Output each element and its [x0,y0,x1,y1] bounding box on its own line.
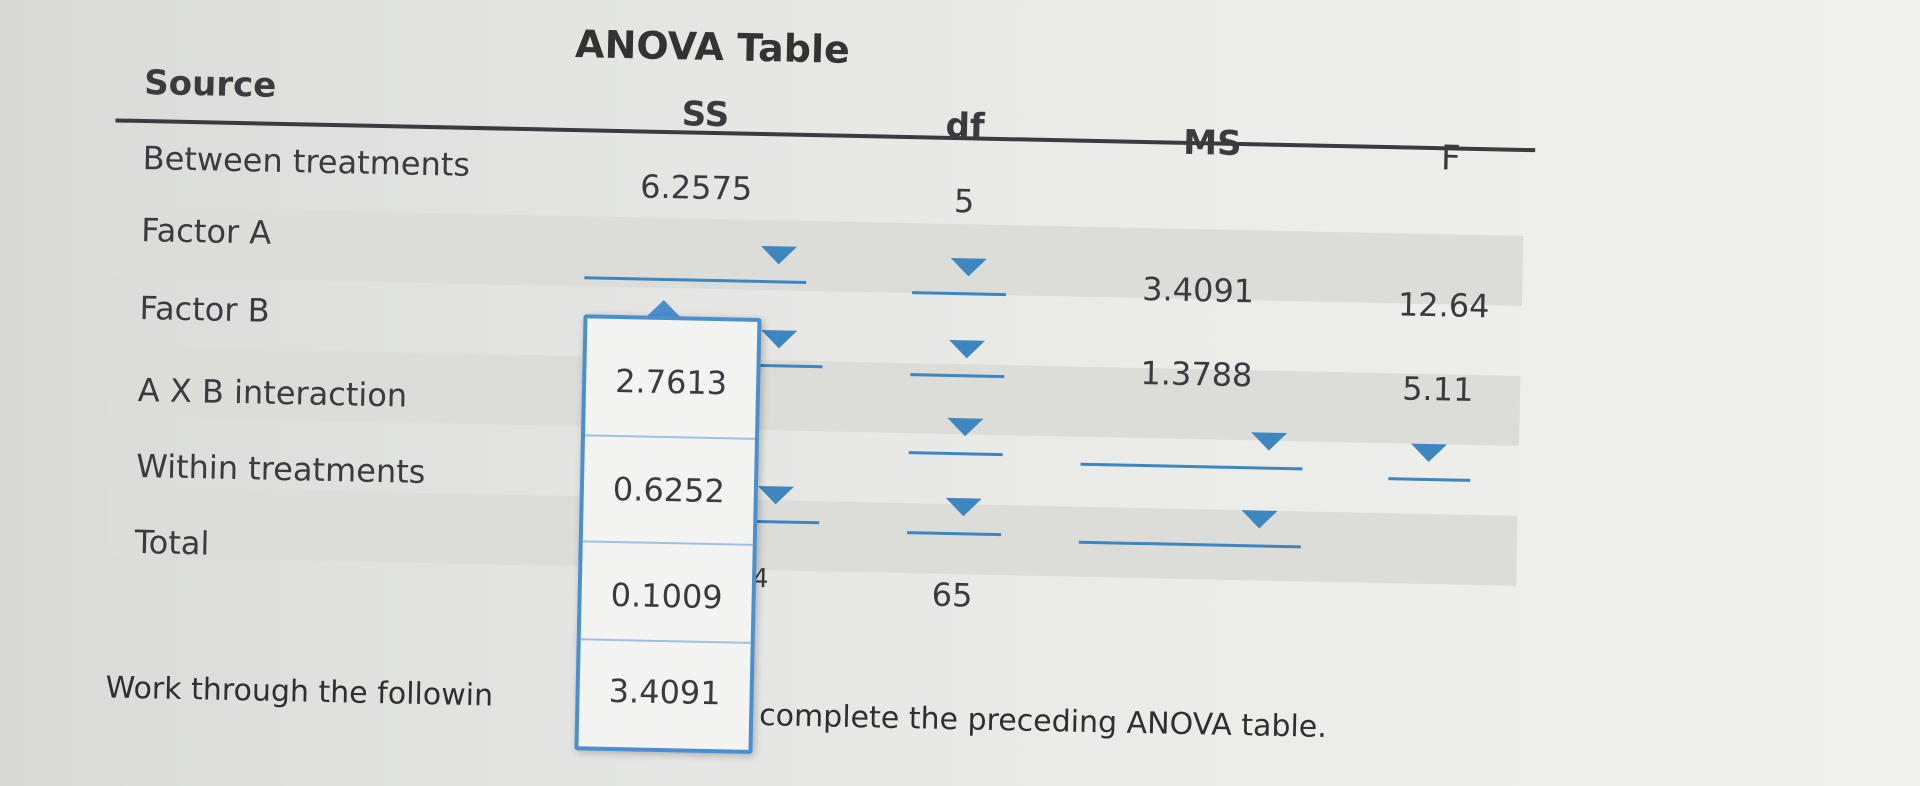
chevron-down-icon [760,330,798,349]
within-ms-dropdown[interactable] [1079,497,1300,546]
within-ss-dropdown[interactable] [755,476,820,521]
within-df-dropdown[interactable] [907,487,1002,533]
row-between-label: Between treatments [142,139,471,184]
row-between-df: 5 [953,182,975,221]
chevron-down-icon [950,257,987,277]
axb-ms-dropdown[interactable] [1081,419,1302,468]
dropdown-option[interactable]: 3.4091 [608,671,722,713]
dropdown-option[interactable]: 0.6252 [612,469,726,511]
row-factor-a-f: 12.64 [1397,285,1490,326]
instructions-text-start: Work through the followin [105,670,494,714]
instructions-text-end: complete the preceding ANOVA table. [758,698,1328,745]
factor-b-df-dropdown[interactable] [910,329,1005,375]
anova-table-title: ANOVA Table [574,22,851,72]
factor-a-df-underline [912,291,1007,297]
row-within-label: Within treatments [135,446,426,492]
row-total-label: Total [134,522,210,563]
chevron-down-icon [757,485,794,505]
chevron-down-icon [1250,432,1288,452]
ss-dropdown-popup: 2.7613 0.6252 0.1009 3.4091 [574,314,762,754]
chevron-down-icon [948,339,986,359]
chevron-down-icon [760,245,798,265]
header-f: F [1440,138,1461,179]
header-ss: SS [681,94,730,136]
factor-a-df-dropdown[interactable] [912,247,1007,293]
row-total-df: 65 [931,575,973,615]
factor-b-ss-dropdown[interactable] [753,320,824,365]
dropdown-option[interactable]: 2.7613 [614,361,728,403]
row-factor-b-ms: 1.3788 [1140,353,1253,395]
factor-a-ss-dropdown[interactable] [584,232,805,281]
axb-f-dropdown[interactable] [1388,433,1471,479]
chevron-down-icon [1241,510,1278,529]
header-source: Source [143,63,277,106]
chevron-down-icon [947,417,984,437]
row-factor-b-label: Factor B [139,288,271,330]
row-between-ss: 6.2575 [639,167,753,208]
row-factor-a-label: Factor A [140,211,272,252]
row-factor-b-f: 5.11 [1401,369,1474,409]
axb-df-dropdown[interactable] [909,407,1004,453]
axb-f-underline [1388,477,1471,482]
row-factor-a-ms: 3.4091 [1141,269,1255,311]
axb-df-underline [908,451,1003,457]
chevron-down-icon [1410,443,1448,463]
row-band-factor-a [112,206,1524,306]
chevron-down-icon [945,497,982,517]
dropdown-option[interactable]: 0.1009 [610,575,724,617]
row-axb-label: A X B interaction [137,370,408,415]
